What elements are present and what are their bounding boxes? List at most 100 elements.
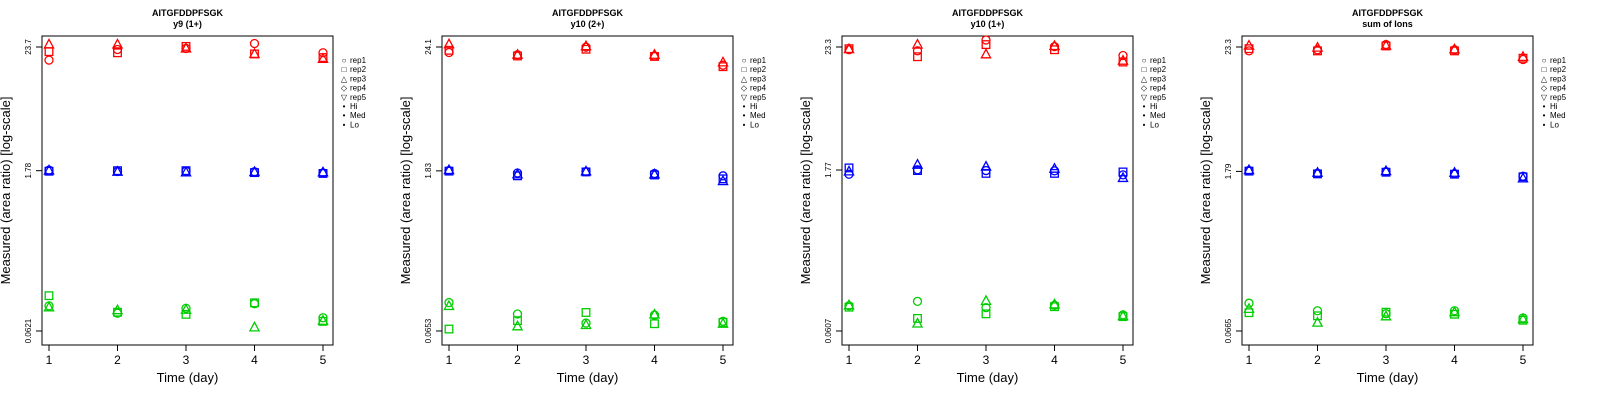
data-point bbox=[1244, 46, 1254, 56]
data-point bbox=[911, 158, 924, 169]
data-point bbox=[111, 165, 124, 176]
data-point bbox=[1117, 54, 1129, 65]
data-point bbox=[981, 303, 991, 313]
legend-label: rep3 bbox=[1150, 74, 1167, 83]
legend-label: Med bbox=[1550, 111, 1566, 120]
data-point bbox=[911, 38, 924, 49]
legend-symbol: ◇ bbox=[1141, 84, 1148, 93]
legend-symbol: • bbox=[1143, 102, 1146, 111]
x-tick-label: 2 bbox=[514, 353, 521, 367]
legend-symbol: ▽ bbox=[1141, 93, 1148, 102]
data-point bbox=[580, 318, 592, 330]
data-point bbox=[43, 38, 55, 49]
data-point bbox=[1117, 309, 1129, 321]
legend-label: Lo bbox=[350, 120, 359, 129]
data-point bbox=[1381, 41, 1391, 51]
data-point bbox=[443, 37, 455, 49]
legend-symbol: ◇ bbox=[741, 84, 748, 93]
y-tick-label: 0.0665 bbox=[1224, 318, 1233, 343]
legend-symbol: ▽ bbox=[1541, 93, 1548, 102]
data-point bbox=[43, 300, 55, 312]
x-tick-label: 4 bbox=[1451, 353, 1458, 367]
data-point bbox=[318, 316, 328, 326]
chart-title: AITGFDDPFSGK bbox=[152, 8, 223, 18]
x-tick-label: 4 bbox=[651, 353, 658, 367]
data-point bbox=[1243, 163, 1255, 175]
data-point bbox=[1311, 316, 1324, 327]
y-tick-label: 23.3 bbox=[1224, 39, 1233, 55]
plot-frame bbox=[41, 35, 334, 346]
data-point bbox=[180, 42, 192, 53]
data-point bbox=[911, 317, 924, 328]
legend-symbol: □ bbox=[1142, 65, 1147, 74]
data-point bbox=[843, 298, 855, 310]
legend-label: Hi bbox=[350, 102, 358, 111]
data-point bbox=[317, 165, 329, 177]
legend-label: rep1 bbox=[1150, 56, 1167, 65]
data-point bbox=[248, 321, 261, 332]
x-axis-label: Time (day) bbox=[557, 370, 619, 385]
legend-symbol: △ bbox=[1141, 74, 1148, 83]
x-tick-label: 5 bbox=[1520, 353, 1527, 367]
y-axis-label: Measured (area ratio) [log-scale] bbox=[1198, 97, 1213, 285]
data-point bbox=[980, 294, 992, 306]
data-point bbox=[1311, 166, 1324, 177]
legend-symbol: • bbox=[343, 111, 346, 120]
data-point bbox=[1311, 41, 1324, 52]
legend-symbol: • bbox=[743, 102, 746, 111]
data-point bbox=[1381, 307, 1391, 317]
x-tick-label: 3 bbox=[983, 353, 990, 367]
legend-symbol: • bbox=[1143, 111, 1146, 120]
legend-symbol: □ bbox=[1542, 65, 1547, 74]
data-point bbox=[912, 296, 923, 306]
legend-symbol: • bbox=[1543, 120, 1546, 129]
data-point bbox=[580, 165, 592, 176]
data-point bbox=[113, 48, 122, 58]
legend-label: rep2 bbox=[1150, 65, 1167, 74]
data-point bbox=[648, 48, 661, 59]
legend-symbol: □ bbox=[342, 65, 347, 74]
data-point bbox=[1448, 305, 1461, 317]
x-tick-label: 1 bbox=[1246, 353, 1253, 367]
legend-symbol: ▽ bbox=[341, 93, 348, 102]
data-point bbox=[1118, 50, 1128, 61]
data-point bbox=[912, 46, 923, 56]
data-point bbox=[1048, 298, 1061, 309]
y-axis-label: Measured (area ratio) [log-scale] bbox=[0, 97, 13, 285]
data-point bbox=[581, 308, 591, 317]
data-point bbox=[513, 316, 522, 326]
data-point bbox=[981, 35, 991, 45]
x-axis-label: Time (day) bbox=[957, 370, 1019, 385]
data-point bbox=[648, 168, 661, 179]
legend-label: rep4 bbox=[1550, 84, 1567, 93]
data-point bbox=[111, 38, 124, 49]
legend-symbol: △ bbox=[1541, 74, 1548, 83]
data-point bbox=[650, 319, 659, 329]
data-point bbox=[1313, 311, 1322, 321]
legend-label: rep5 bbox=[1150, 93, 1167, 102]
data-point bbox=[443, 163, 455, 175]
data-point bbox=[1118, 167, 1128, 177]
x-tick-label: 1 bbox=[846, 353, 853, 367]
legend-label: Hi bbox=[1550, 102, 1558, 111]
legend-label: Hi bbox=[1150, 102, 1158, 111]
legend-label: Med bbox=[750, 111, 766, 120]
legend-label: Lo bbox=[1150, 120, 1159, 129]
data-point bbox=[718, 62, 728, 72]
data-point bbox=[913, 52, 922, 62]
legend-label: rep3 bbox=[1550, 74, 1567, 83]
x-tick-label: 2 bbox=[1314, 353, 1321, 367]
data-point bbox=[648, 308, 661, 319]
chart-subtitle: y10 (2+) bbox=[571, 19, 605, 29]
data-point bbox=[717, 317, 729, 328]
data-point bbox=[580, 39, 592, 51]
data-point bbox=[318, 48, 328, 58]
data-point bbox=[512, 309, 523, 319]
y-tick-label: 0.0607 bbox=[824, 318, 833, 343]
data-point bbox=[181, 309, 191, 319]
legend-label: rep2 bbox=[750, 65, 767, 74]
legend-symbol: • bbox=[343, 120, 346, 129]
